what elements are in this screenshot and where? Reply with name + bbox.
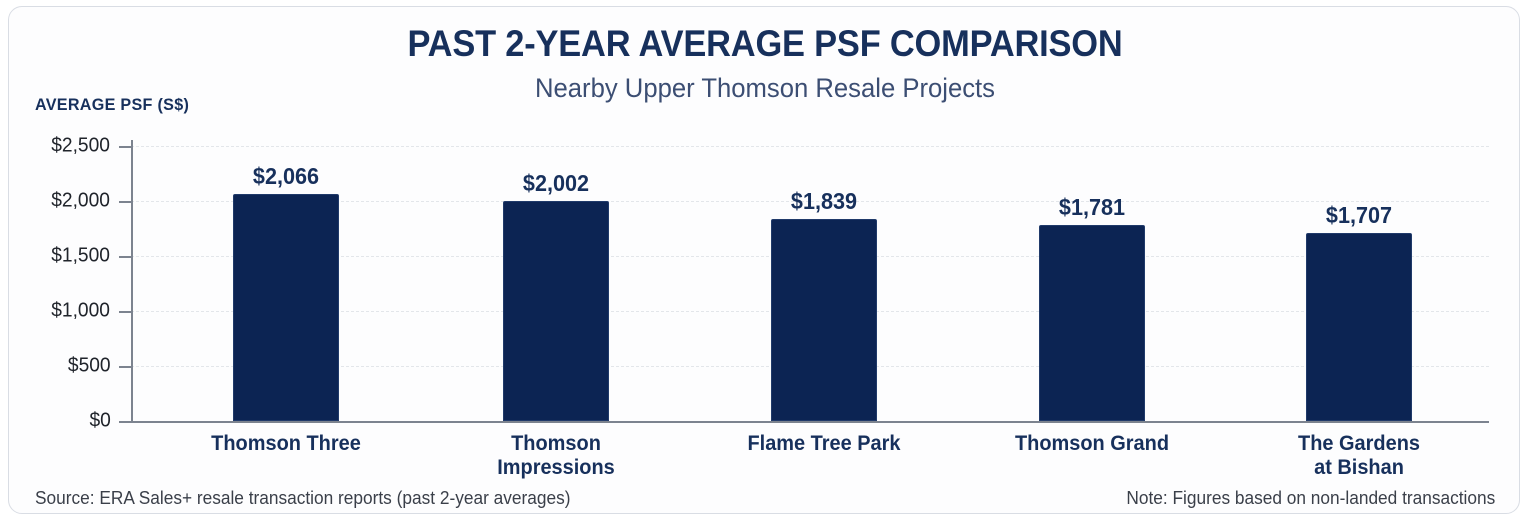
x-tick-label-thomson-grand: Thomson Grand <box>1014 432 1170 455</box>
y-tick-2500 <box>119 146 132 148</box>
y-tick-2000 <box>119 201 132 203</box>
bar-thomson-impressions[interactable] <box>503 201 609 421</box>
gridline-2000 <box>131 201 1489 202</box>
y-tick-1500 <box>119 256 132 258</box>
y-tick-1000 <box>119 311 132 313</box>
x-tick-label-flame-tree-park: Flame Tree Park <box>747 432 901 455</box>
bar-value-thomson-grand: $1,781 <box>1058 194 1126 220</box>
plot-area: $2,500 $2,000 $1,500 $1,000 $500 $0 $2,0… <box>9 7 1519 513</box>
y-axis-line <box>131 140 133 422</box>
y-tick-label-2500: $2,500 <box>51 134 110 157</box>
y-axis-title: AVERAGE PSF (S$) <box>35 95 190 114</box>
bar-the-gardens-at-bishan[interactable] <box>1306 233 1412 421</box>
y-tick-500 <box>119 366 132 368</box>
x-tick-label-thomson-impressions: Thomson Impressions <box>497 432 615 479</box>
y-tick-0 <box>119 421 132 423</box>
chart-card: PAST 2-YEAR AVERAGE PSF COMPARISON Nearb… <box>8 6 1520 514</box>
source-note: Source: ERA Sales+ resale transaction re… <box>35 488 571 508</box>
y-tick-label-2000: $2,000 <box>51 189 110 212</box>
x-tick-label-the-gardens-at-bishan: The Gardens at Bishan <box>1298 432 1420 479</box>
bar-thomson-grand[interactable] <box>1039 225 1145 421</box>
y-tick-label-0: $0 <box>89 409 111 432</box>
bar-value-flame-tree-park: $1,839 <box>790 188 858 214</box>
y-tick-label-500: $500 <box>67 354 111 377</box>
x-tick-label-thomson-three: Thomson Three <box>211 432 361 455</box>
bar-thomson-three[interactable] <box>233 194 339 421</box>
bar-value-thomson-impressions: $2,002 <box>522 170 590 196</box>
gridline-2500 <box>131 146 1489 147</box>
figures-note: Note: Figures based on non-landed transa… <box>1126 488 1495 508</box>
x-axis-line <box>121 421 1489 423</box>
chart-title: PAST 2-YEAR AVERAGE PSF COMPARISON <box>407 23 1123 64</box>
chart-subtitle: Nearby Upper Thomson Resale Projects <box>534 73 996 103</box>
y-tick-label-1500: $1,500 <box>51 244 110 267</box>
bar-flame-tree-park[interactable] <box>771 219 877 421</box>
bar-value-thomson-three: $2,066 <box>252 163 320 189</box>
bar-value-the-gardens-at-bishan: $1,707 <box>1325 202 1393 228</box>
y-tick-label-1000: $1,000 <box>51 299 110 322</box>
